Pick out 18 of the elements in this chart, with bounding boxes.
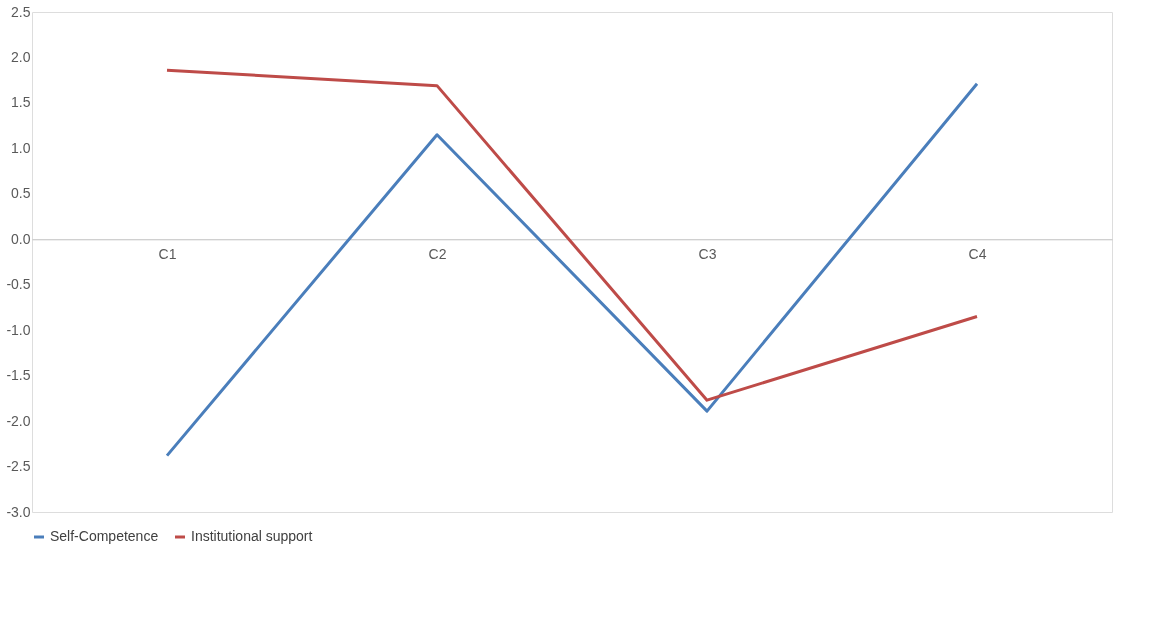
y-tick-label: -1.5: [6, 367, 31, 384]
legend-label: Institutional support: [191, 528, 313, 544]
y-tick-label: -3.0: [6, 503, 31, 520]
y-tick-label: -0.5: [6, 276, 31, 293]
y-tick-label: -1.0: [6, 321, 31, 338]
y-tick-label: 2.0: [11, 48, 31, 65]
y-tick-label: 1.5: [11, 94, 31, 111]
y-tick-label: 1.0: [11, 139, 31, 156]
x-tick-label: C2: [428, 245, 447, 262]
x-tick-label: C1: [158, 245, 177, 262]
y-tick-label: 2.5: [11, 3, 31, 20]
x-tick-label: C4: [968, 245, 987, 262]
x-tick-label: C3: [698, 245, 717, 262]
legend-label: Self-Competence: [50, 528, 159, 544]
y-tick-label: -2.5: [6, 458, 31, 475]
y-tick-label: 0.5: [11, 185, 31, 202]
y-tick-label: 0.0: [11, 230, 31, 247]
y-tick-label: -2.0: [6, 412, 31, 429]
